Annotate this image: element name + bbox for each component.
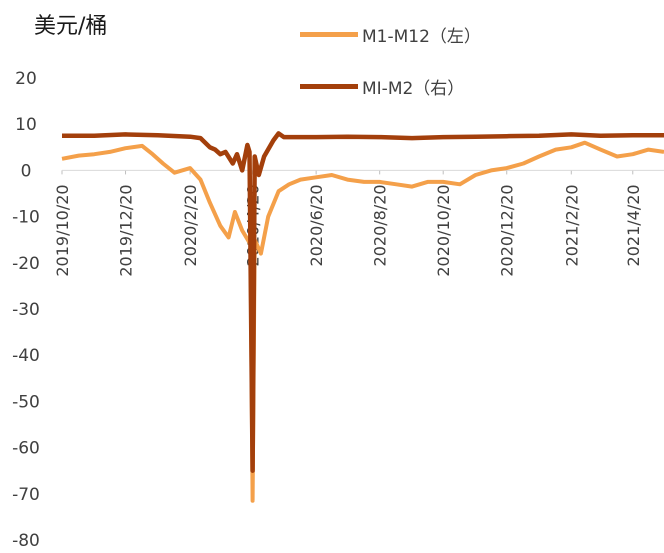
y-tick-label: -30: [12, 300, 40, 320]
y-tick-label: 20: [15, 69, 37, 89]
legend-swatch-m1-m12: [300, 32, 358, 37]
x-tick-label: 2021/2/20: [562, 184, 581, 266]
x-tick-label: 2019/10/20: [53, 184, 72, 276]
x-tick-label: 2020/2/20: [181, 184, 200, 266]
series-line-m1-m2: [62, 131, 664, 473]
y-tick-label: -50: [12, 392, 40, 412]
y-axis: 20 10 0 -10 -20 -30 -40 -50 -60 -70 -80: [12, 69, 40, 551]
legend-item-m1-m12: M1-M12（左）: [300, 22, 481, 47]
y-tick-label: -60: [12, 439, 40, 459]
y-tick-label: -10: [12, 208, 40, 228]
y-tick-label: 0: [21, 161, 32, 181]
y-tick-label: -40: [12, 346, 40, 366]
series-line-m1-m12: [61, 140, 664, 503]
x-axis: 2019/10/20 2019/12/20 2020/2/20 2020/4/20 20…: [53, 170, 643, 277]
x-tick-label: 2021/4/20: [624, 184, 643, 266]
x-tick-label: 2020/12/20: [498, 184, 517, 276]
legend-label-m1-m2: MI-M2（右）: [362, 79, 465, 99]
y-tick-label: -80: [12, 531, 40, 551]
legend-swatch-m1-m2: [300, 84, 358, 89]
unit-label: 美元/桶: [34, 14, 108, 39]
series-layer: [61, 131, 664, 503]
x-tick-label: 2020/6/20: [307, 184, 326, 266]
y-tick-label: -70: [12, 485, 40, 505]
x-tick-label: 2020/10/20: [434, 184, 453, 276]
y-tick-label: 10: [15, 115, 37, 135]
x-tick-label: 2020/8/20: [371, 184, 390, 266]
legend-label-m1-m12: M1-M12（左）: [362, 27, 481, 47]
y-tick-label: -20: [12, 254, 40, 274]
x-tick-label: 2019/12/20: [117, 184, 136, 276]
legend-item-m1-m2: MI-M2（右）: [300, 74, 464, 99]
